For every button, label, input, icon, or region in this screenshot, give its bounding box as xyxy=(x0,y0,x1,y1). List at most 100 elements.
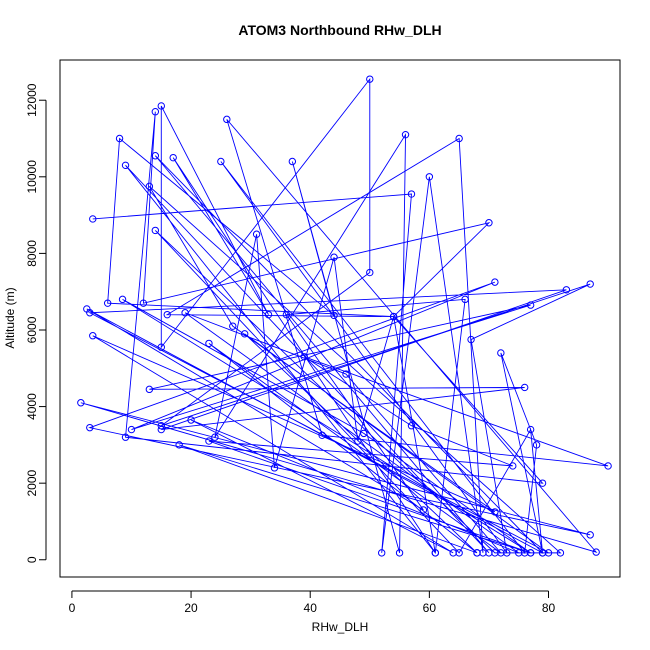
data-point xyxy=(288,157,297,166)
data-point xyxy=(401,130,410,139)
data-point xyxy=(282,310,291,319)
data-point xyxy=(526,425,535,434)
y-tick-label: 10000 xyxy=(25,160,39,194)
data-point xyxy=(491,508,499,516)
data-point xyxy=(127,425,136,434)
data-point xyxy=(252,230,261,238)
data-point xyxy=(366,268,374,277)
data-point xyxy=(407,190,416,198)
x-axis: 0 20 40 60 80 xyxy=(69,590,556,615)
x-tick-label: 60 xyxy=(423,601,437,615)
data-point xyxy=(103,299,112,307)
data-point xyxy=(360,429,368,438)
chart-title: ATOM3 Northbound RHw_DLH xyxy=(238,22,441,38)
data-point xyxy=(318,431,326,439)
data-point xyxy=(395,549,404,557)
data-point xyxy=(121,433,130,441)
data-point xyxy=(145,182,154,191)
y-tick-label: 6000 xyxy=(25,316,39,343)
data-point xyxy=(86,309,94,317)
data-point xyxy=(151,226,160,235)
y-tick-label: 12000 xyxy=(25,83,39,117)
data-point xyxy=(157,425,165,434)
data-point xyxy=(509,462,517,470)
y-axis: 0 2000 4000 6000 8000 10000 12000 xyxy=(25,83,47,563)
data-point xyxy=(270,464,279,472)
data-point xyxy=(205,339,213,348)
y-tick-label: 8000 xyxy=(25,240,39,267)
data-point xyxy=(139,299,148,307)
data-point xyxy=(330,311,338,320)
data-point xyxy=(205,437,213,445)
data-point xyxy=(473,549,481,557)
data-point xyxy=(467,335,475,344)
data-point xyxy=(229,322,237,330)
data-point xyxy=(240,330,249,338)
data-point xyxy=(157,343,165,351)
data-point xyxy=(556,549,565,557)
data-point xyxy=(366,75,374,83)
data-point xyxy=(223,115,231,124)
data-point xyxy=(526,301,535,309)
data-point xyxy=(532,441,541,449)
data-point xyxy=(181,309,189,317)
data-point xyxy=(449,549,457,557)
data-point xyxy=(342,370,350,378)
data-point xyxy=(354,437,362,445)
x-tick-label: 40 xyxy=(304,601,318,615)
data-point xyxy=(431,549,440,557)
data-point xyxy=(77,399,85,407)
data-point xyxy=(330,253,338,261)
data-point xyxy=(604,462,612,470)
x-tick-label: 20 xyxy=(184,601,198,615)
x-axis-label: RHw_DLH xyxy=(312,620,369,634)
data-point xyxy=(157,422,165,430)
series-line xyxy=(80,77,609,555)
data-point xyxy=(419,506,428,514)
y-tick-label: 4000 xyxy=(25,393,39,420)
data-point xyxy=(407,422,416,430)
data-point xyxy=(515,549,523,557)
data-point xyxy=(544,549,553,557)
data-point xyxy=(217,157,225,166)
data-point xyxy=(520,383,529,392)
data-point xyxy=(491,278,499,286)
data-point xyxy=(378,549,386,557)
data-point xyxy=(163,310,171,319)
y-tick-label: 0 xyxy=(25,556,39,563)
data-point xyxy=(211,433,219,441)
data-point xyxy=(592,548,600,556)
data-point xyxy=(586,280,594,288)
data-point xyxy=(461,295,469,304)
data-point xyxy=(264,310,273,319)
data-point xyxy=(145,385,154,394)
data-point xyxy=(118,295,127,304)
x-tick-label: 0 xyxy=(69,601,76,615)
data-point xyxy=(175,441,183,449)
data-point xyxy=(169,153,177,162)
data-point xyxy=(157,102,165,110)
data-point xyxy=(455,134,463,143)
data-point xyxy=(538,479,547,487)
data-point xyxy=(586,531,594,539)
y-tick-label: 2000 xyxy=(25,470,39,497)
data-point xyxy=(562,286,571,294)
data-point xyxy=(389,312,398,321)
plot-frame xyxy=(59,59,621,578)
data-point xyxy=(300,353,308,361)
data-point xyxy=(86,423,94,432)
data-point xyxy=(89,332,97,340)
series-layer xyxy=(77,75,612,557)
data-point xyxy=(485,219,493,227)
y-axis-label: Altitude (m) xyxy=(3,287,17,348)
data-point xyxy=(121,161,130,170)
data-point xyxy=(115,134,124,143)
x-tick-label: 80 xyxy=(542,601,556,615)
data-point xyxy=(425,173,434,181)
data-point xyxy=(89,215,97,223)
data-point xyxy=(151,108,160,116)
data-point xyxy=(526,549,535,557)
data-point xyxy=(187,416,195,424)
